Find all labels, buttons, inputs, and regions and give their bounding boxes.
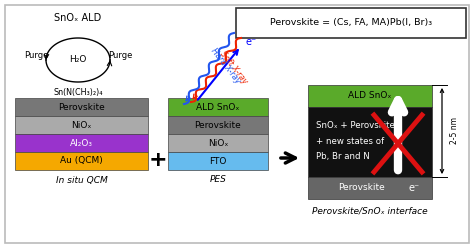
Text: H₂O: H₂O [69, 56, 87, 64]
Text: ALD SnOₓ: ALD SnOₓ [348, 92, 392, 100]
Bar [308, 177, 432, 199]
Text: Purge: Purge [108, 52, 132, 61]
Text: e⁻: e⁻ [246, 37, 257, 47]
Bar [308, 85, 432, 107]
Text: In situ QCM: In situ QCM [55, 176, 108, 185]
Text: Perovskite/SnOₓ interface: Perovskite/SnOₓ interface [312, 207, 428, 216]
Bar [15, 134, 148, 152]
Bar [15, 152, 148, 170]
Text: e⁻: e⁻ [409, 183, 420, 193]
Text: NiOₓ: NiOₓ [208, 138, 228, 148]
Text: Purge: Purge [24, 52, 48, 61]
Bar [15, 98, 148, 116]
Text: Al₂O₃: Al₂O₃ [70, 138, 93, 148]
Bar [236, 8, 466, 38]
Text: 2-5 nm: 2-5 nm [450, 118, 459, 145]
Text: Hard X-ray: Hard X-ray [210, 47, 243, 85]
Text: PES: PES [210, 176, 227, 185]
Text: Sn(N(CH₃)₂)₄: Sn(N(CH₃)₂)₄ [53, 88, 103, 96]
Text: ALD SnOₓ: ALD SnOₓ [196, 102, 240, 112]
Bar [15, 116, 148, 134]
Text: Soft X-ray: Soft X-ray [219, 50, 249, 86]
Text: Au (QCM): Au (QCM) [60, 156, 103, 165]
Text: FTO: FTO [210, 156, 227, 165]
Text: +: + [149, 150, 167, 170]
Text: Perovskite: Perovskite [58, 102, 105, 112]
Text: Perovskite = (Cs, FA, MA)Pb(I, Br)₃: Perovskite = (Cs, FA, MA)Pb(I, Br)₃ [270, 19, 432, 28]
Text: NiOₓ: NiOₓ [71, 121, 91, 129]
Bar [168, 134, 268, 152]
Bar [168, 98, 268, 116]
Bar [168, 116, 268, 134]
Text: + new states of: + new states of [316, 136, 384, 146]
Bar [308, 107, 432, 177]
Text: Pb, Br and N: Pb, Br and N [316, 153, 370, 161]
Text: Perovskite: Perovskite [338, 184, 385, 192]
Text: Perovskite: Perovskite [195, 121, 241, 129]
Bar [168, 152, 268, 170]
Text: SnOₓ + Perovskite: SnOₓ + Perovskite [316, 121, 395, 129]
Text: SnOₓ ALD: SnOₓ ALD [55, 13, 101, 23]
